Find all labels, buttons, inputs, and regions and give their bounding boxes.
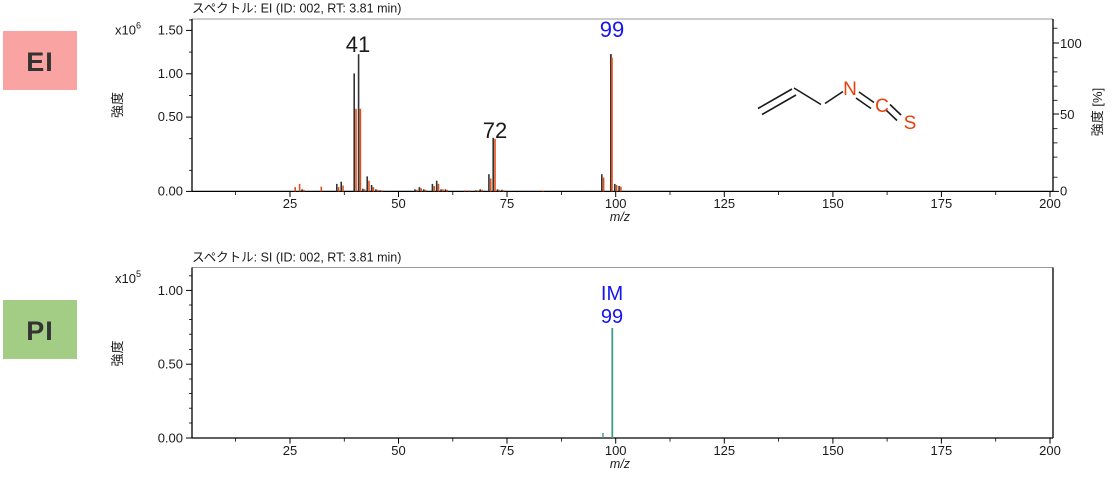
svg-text:x10: x10	[115, 271, 136, 286]
svg-text:PI: PI	[26, 316, 54, 346]
svg-text:0.00: 0.00	[158, 184, 183, 199]
svg-text:0.50: 0.50	[158, 109, 183, 124]
svg-text:125: 125	[713, 196, 735, 211]
svg-text:0.50: 0.50	[158, 357, 183, 372]
svg-text:125: 125	[713, 443, 735, 458]
svg-text:25: 25	[283, 196, 297, 211]
svg-text:強度: 強度	[110, 92, 125, 118]
svg-text:50: 50	[391, 443, 405, 458]
svg-text:6: 6	[136, 21, 141, 31]
svg-text:0: 0	[1060, 184, 1067, 199]
svg-text:m/z: m/z	[610, 210, 631, 224]
svg-text:200: 200	[1039, 443, 1061, 458]
svg-text:IM: IM	[601, 283, 623, 305]
svg-text:100: 100	[605, 443, 627, 458]
svg-text:175: 175	[931, 443, 953, 458]
svg-text:x10: x10	[115, 23, 136, 38]
svg-text:強度 [%]: 強度 [%]	[1090, 88, 1105, 136]
svg-text:1.00: 1.00	[158, 283, 183, 298]
svg-text:41: 41	[346, 32, 370, 57]
svg-text:99: 99	[600, 17, 624, 42]
svg-text:5: 5	[136, 269, 141, 279]
svg-text:100: 100	[605, 196, 627, 211]
svg-text:N: N	[843, 79, 857, 100]
svg-text:99: 99	[601, 306, 623, 328]
svg-text:C: C	[875, 96, 889, 117]
svg-text:S: S	[904, 113, 917, 134]
svg-text:75: 75	[500, 196, 514, 211]
svg-text:100: 100	[1060, 36, 1082, 51]
svg-text:150: 150	[822, 196, 844, 211]
svg-text:72: 72	[483, 118, 507, 143]
svg-text:175: 175	[931, 196, 953, 211]
svg-text:200: 200	[1039, 196, 1061, 211]
svg-text:m/z: m/z	[610, 457, 631, 471]
svg-text:強度: 強度	[110, 340, 125, 366]
svg-text:EI: EI	[26, 47, 54, 77]
svg-text:25: 25	[283, 443, 297, 458]
svg-text:150: 150	[822, 443, 844, 458]
svg-text:1.50: 1.50	[158, 23, 183, 38]
svg-text:スペクトル: SI (ID: 002, RT: 3.81 m: スペクトル: SI (ID: 002, RT: 3.81 min)	[192, 251, 401, 265]
svg-text:0.00: 0.00	[158, 431, 183, 446]
svg-text:50: 50	[391, 196, 405, 211]
svg-text:スペクトル: EI (ID: 002, RT: 3.81 m: スペクトル: EI (ID: 002, RT: 3.81 min)	[192, 2, 401, 16]
svg-text:1.00: 1.00	[158, 66, 183, 81]
svg-text:50: 50	[1060, 107, 1074, 122]
svg-text:75: 75	[500, 443, 514, 458]
